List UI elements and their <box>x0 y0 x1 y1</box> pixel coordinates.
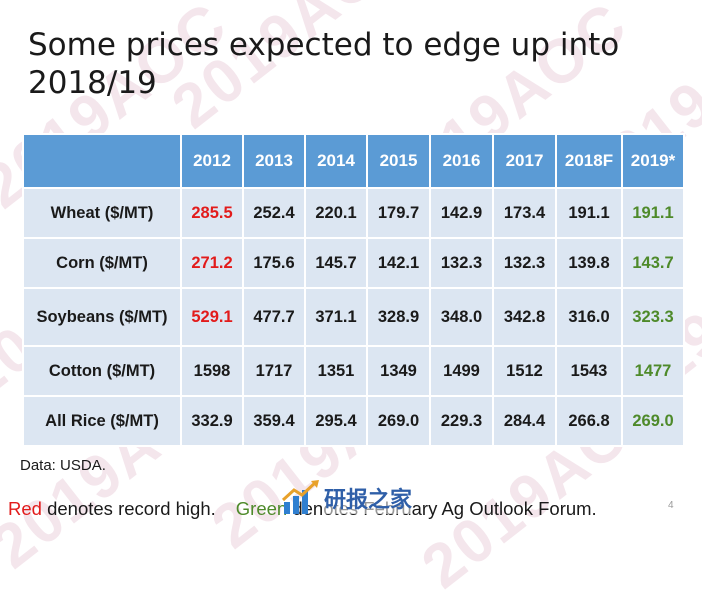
table-cell: 371.1 <box>304 287 368 347</box>
table-cell: 252.4 <box>242 187 306 239</box>
header-year: 2018F <box>555 133 623 189</box>
table-cell: 132.3 <box>429 237 494 289</box>
header-year: 2012 <box>180 133 244 189</box>
table-cell: 328.9 <box>366 287 431 347</box>
row-label: Corn ($/MT) <box>22 237 182 289</box>
table-row: Soybeans ($/MT) 529.1 477.7 371.1 328.9 … <box>22 287 685 347</box>
data-source-note: Data: USDA. <box>20 457 106 474</box>
record-high-keyword: Red <box>8 498 42 519</box>
table-cell: 359.4 <box>242 395 306 447</box>
bar-chart-logo-icon <box>281 480 319 514</box>
table-cell: 191.1 <box>555 187 623 239</box>
header-year: 2019* <box>621 133 685 189</box>
table-cell: 266.8 <box>555 395 623 447</box>
row-label: Wheat ($/MT) <box>22 187 182 239</box>
header-year: 2016 <box>429 133 494 189</box>
table-cell: 348.0 <box>429 287 494 347</box>
table-cell: 132.3 <box>492 237 557 289</box>
table-row: All Rice ($/MT) 332.9 359.4 295.4 269.0 … <box>22 395 685 447</box>
table-cell: 1499 <box>429 345 494 397</box>
header-year: 2015 <box>366 133 431 189</box>
table-cell: 229.3 <box>429 395 494 447</box>
table-cell: 284.4 <box>492 395 557 447</box>
table-cell: 316.0 <box>555 287 623 347</box>
table-cell: 220.1 <box>304 187 368 239</box>
logo-text: 研报之家 <box>324 482 413 514</box>
table-cell: 1351 <box>304 345 368 397</box>
table-cell: 142.1 <box>366 237 431 289</box>
page-number: 4 <box>668 500 674 511</box>
table-row: Cotton ($/MT) 1598 1717 1351 1349 1499 1… <box>22 345 685 397</box>
table-header-row: 2012 2013 2014 2015 2016 2017 2018F 2019… <box>22 133 685 189</box>
table-cell: 323.3 <box>621 287 685 347</box>
table-cell: 191.1 <box>621 187 685 239</box>
table-cell: 342.8 <box>492 287 557 347</box>
table-cell: 285.5 <box>180 187 244 239</box>
table-cell: 295.4 <box>304 395 368 447</box>
table-row: Wheat ($/MT) 285.5 252.4 220.1 179.7 142… <box>22 187 685 239</box>
table-cell: 269.0 <box>366 395 431 447</box>
table-cell: 139.8 <box>555 237 623 289</box>
watermark-logo: 研报之家 <box>280 474 430 522</box>
table-cell: 1598 <box>180 345 244 397</box>
table-cell: 145.7 <box>304 237 368 289</box>
row-label: Soybeans ($/MT) <box>22 287 182 347</box>
slide-title: Some prices expected to edge up into 201… <box>28 27 620 101</box>
header-year: 2017 <box>492 133 557 189</box>
table-cell: 1349 <box>366 345 431 397</box>
table-row: Corn ($/MT) 271.2 175.6 145.7 142.1 132.… <box>22 237 685 289</box>
row-label: Cotton ($/MT) <box>22 345 182 397</box>
header-corner <box>22 133 182 189</box>
header-year: 2013 <box>242 133 306 189</box>
table-cell: 332.9 <box>180 395 244 447</box>
table-cell: 142.9 <box>429 187 494 239</box>
row-label: All Rice ($/MT) <box>22 395 182 447</box>
header-year: 2014 <box>304 133 368 189</box>
table-cell: 179.7 <box>366 187 431 239</box>
table-cell: 1543 <box>555 345 623 397</box>
table-cell: 143.7 <box>621 237 685 289</box>
table-cell: 173.4 <box>492 187 557 239</box>
table-cell: 175.6 <box>242 237 306 289</box>
outlook-forum-keyword: Green <box>235 498 288 519</box>
table-cell: 1717 <box>242 345 306 397</box>
table-cell: 529.1 <box>180 287 244 347</box>
price-table: 2012 2013 2014 2015 2016 2017 2018F 2019… <box>22 133 685 447</box>
table-cell: 269.0 <box>621 395 685 447</box>
table-cell: 1512 <box>492 345 557 397</box>
record-high-text: denotes record high. <box>41 498 216 519</box>
table-cell: 271.2 <box>180 237 244 289</box>
table-cell: 477.7 <box>242 287 306 347</box>
table-cell: 1477 <box>621 345 685 397</box>
